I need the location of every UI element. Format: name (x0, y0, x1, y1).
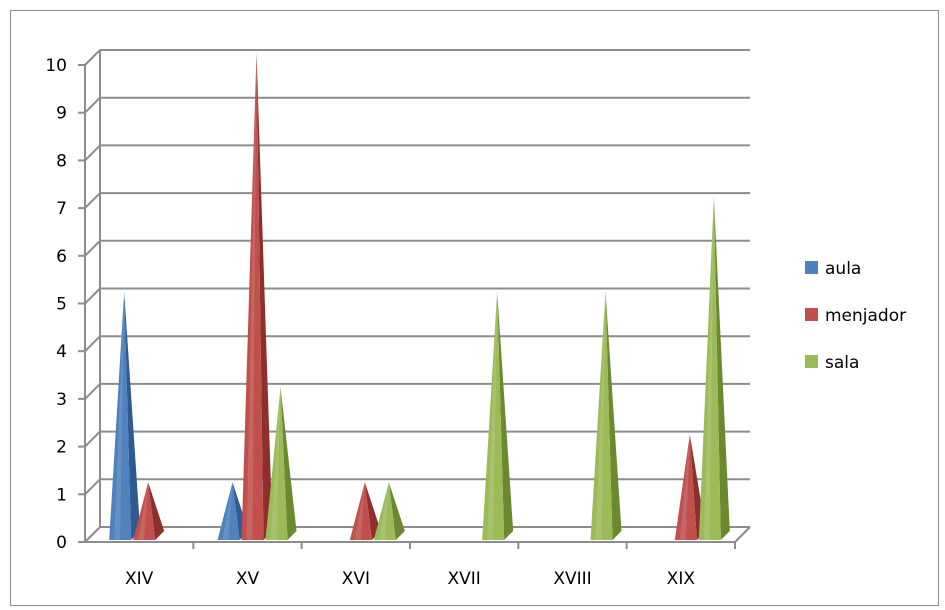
cone-aula-XIV (109, 291, 141, 540)
legend-swatch (805, 261, 818, 274)
cone-sala-XIX (698, 196, 730, 540)
y-tick-label: 2 (56, 438, 67, 458)
y-tick-label: 8 (56, 151, 67, 171)
y-tick-label: 6 (56, 247, 67, 267)
y-tick-label: 10 (45, 56, 67, 76)
gridline (84, 526, 750, 543)
gridline (84, 478, 750, 496)
cone-sala-XVI (373, 482, 405, 540)
y-tick-label: 7 (56, 199, 67, 219)
legend-item-sala: sala (805, 353, 859, 373)
data-marks (109, 53, 730, 540)
x-tick-label: XV (236, 569, 260, 589)
legend-swatch (805, 308, 818, 321)
y-axis-ticks: 0 1 2 3 4 5 6 7 8 9 10 (45, 56, 67, 553)
gridline (84, 430, 750, 448)
x-tick-label: XIV (125, 569, 154, 589)
chart-frame (10, 10, 939, 606)
legend-item-menjador: menjador (805, 306, 906, 326)
cone-sala-XVII (482, 291, 514, 540)
legend-label: aula (825, 259, 861, 279)
gridline (84, 96, 750, 114)
gridline (84, 144, 750, 162)
floor-edge (734, 526, 751, 543)
x-tick-label: XIX (667, 569, 696, 589)
legend: aula menjador sala (805, 259, 906, 373)
y-tick-label: 3 (56, 390, 67, 410)
gridline (84, 335, 750, 352)
cone-menjador-XIV (133, 482, 165, 540)
x-tick-label: XVIII (553, 569, 591, 589)
cone-sala-XV (265, 386, 297, 540)
legend-swatch (805, 355, 818, 368)
gridlines (84, 49, 750, 543)
gridline (84, 49, 750, 66)
gridline (84, 192, 750, 209)
gridline (84, 287, 750, 305)
legend-item-aula: aula (805, 259, 861, 279)
gridline (84, 239, 750, 257)
axes (78, 50, 751, 549)
legend-label: menjador (825, 306, 906, 326)
y-tick-label: 5 (56, 295, 67, 315)
cone-menjador-XV (241, 53, 273, 540)
legend-label: sala (825, 353, 859, 373)
y-tick-label: 1 (56, 485, 67, 505)
y-tick-label: 9 (56, 104, 67, 124)
cone-menjador-XVI (349, 482, 381, 540)
y-tick-label: 0 (56, 533, 67, 553)
x-tick-label: XVI (342, 569, 370, 589)
cone-sala-XVIII (590, 291, 622, 540)
y-tick-label: 4 (56, 342, 67, 362)
x-tick-label: XVII (448, 569, 481, 589)
gridline (84, 382, 750, 400)
x-axis-ticks: XIV XV XVI XVII XVIII XIX (125, 569, 695, 589)
